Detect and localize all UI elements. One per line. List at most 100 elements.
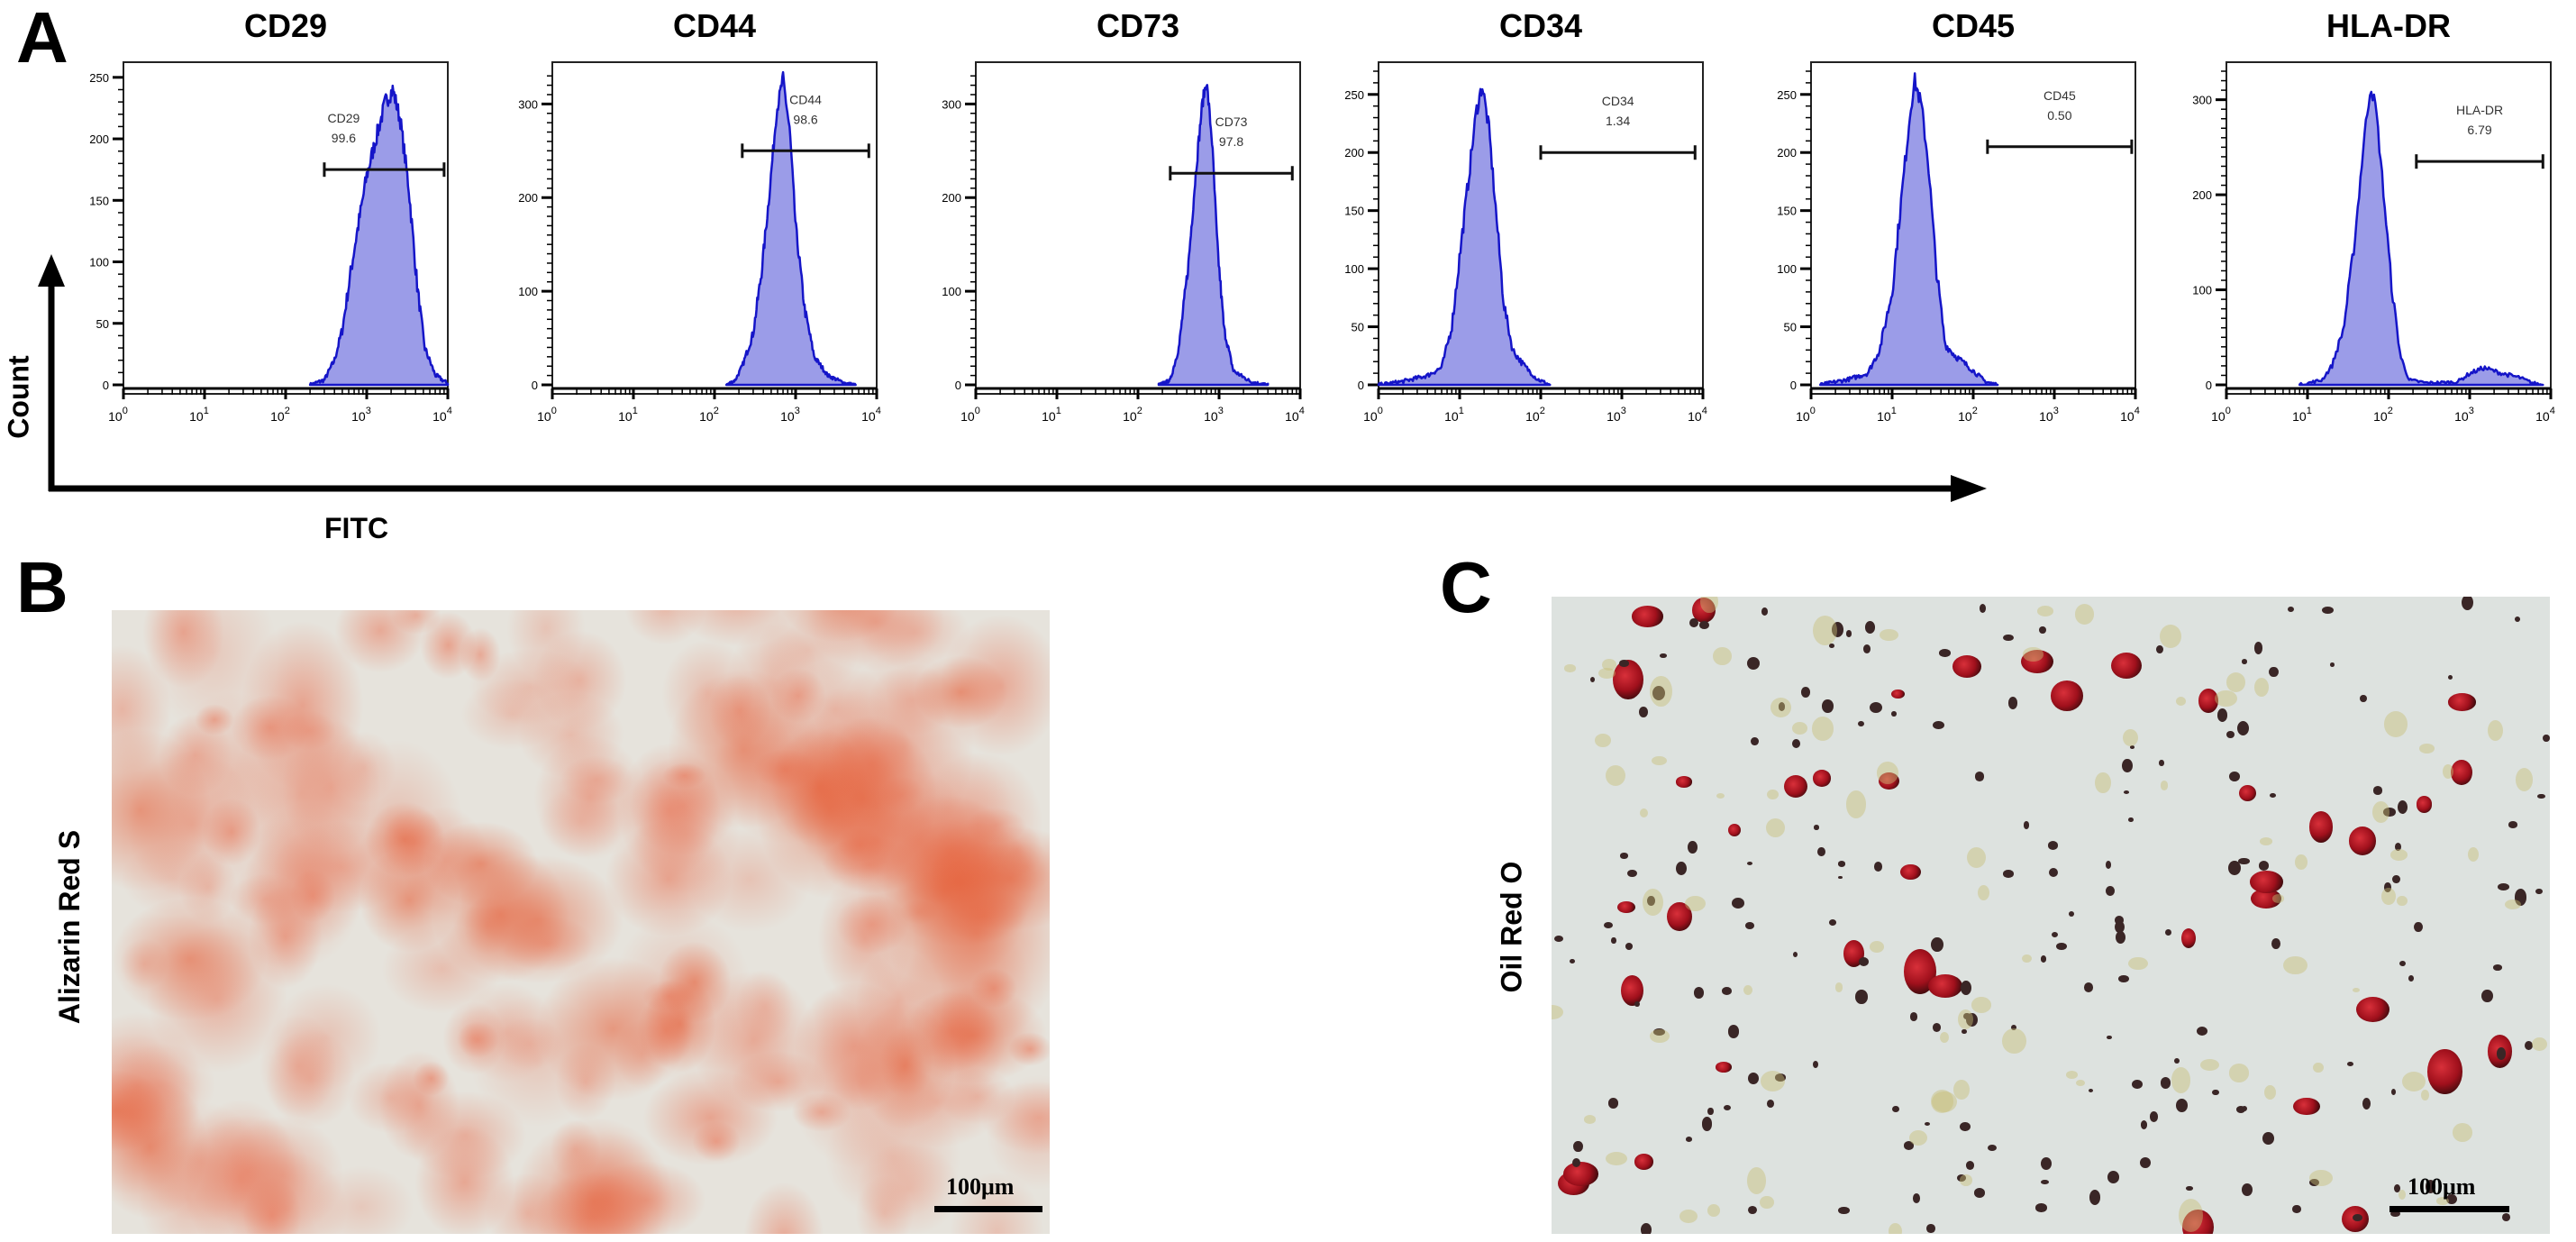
gate-marker[interactable]	[1169, 166, 1294, 181]
gate-marker[interactable]	[1539, 145, 1697, 160]
cell-outline	[1971, 997, 1991, 1014]
gate-percentage: 99.6	[332, 131, 356, 145]
cell-debris	[2390, 1210, 2400, 1217]
lipid-droplet	[1878, 772, 1899, 790]
gate-label: CD45	[2044, 88, 2076, 103]
x-tick-exponent: 1	[2307, 406, 2312, 416]
cell-outline	[2074, 603, 2095, 625]
cell-debris	[2140, 1156, 2151, 1168]
cell-debris	[2228, 861, 2241, 876]
cell-debris	[1627, 869, 1637, 877]
gate-label: CD29	[328, 111, 360, 125]
cell-debris	[2292, 1205, 2301, 1213]
cell-debris	[2502, 1212, 2511, 1221]
cell-debris	[2048, 841, 2059, 850]
cell-outline	[2401, 1072, 2426, 1092]
x-tick-exponent: 2	[2388, 406, 2393, 416]
calcium-deposit	[308, 1165, 415, 1234]
gate-marker[interactable]	[2415, 154, 2544, 169]
chart-title: CD45	[1931, 7, 2016, 44]
y-tick-label: 100	[942, 285, 961, 298]
cell-debris	[2445, 1193, 2458, 1205]
cell-debris	[1832, 621, 1843, 637]
y-tick-label: 0	[955, 379, 961, 392]
chart-title: CD73	[1096, 7, 1180, 44]
count-axis-arrowhead	[38, 254, 65, 287]
y-tick-label: 200	[2192, 188, 2212, 202]
cell-debris	[2525, 1040, 2534, 1051]
chart-title: CD44	[672, 7, 757, 44]
y-tick-label: 50	[1352, 321, 1364, 334]
cell-debris	[1638, 707, 1649, 717]
calcium-deposit	[442, 1001, 506, 1076]
cell-debris	[1800, 686, 1811, 698]
cell-outline	[2065, 1071, 2078, 1079]
cell-outline	[1712, 646, 1732, 666]
cell-debris	[1724, 1104, 1732, 1110]
x-tick-base: 10	[108, 409, 123, 424]
cell-debris	[1963, 1012, 1971, 1020]
lipid-droplet	[2198, 689, 2218, 713]
gate-marker[interactable]	[741, 143, 870, 159]
calcium-deposit	[241, 1176, 303, 1234]
cell-debris	[1962, 1028, 1967, 1034]
cell-outline	[1594, 734, 1611, 747]
scale-label-c: 100μm	[2408, 1174, 2476, 1200]
cell-debris	[2038, 626, 2046, 634]
cell-debris	[1698, 620, 1709, 629]
cell-outline	[1939, 1031, 1950, 1044]
cell-debris	[1634, 1000, 1641, 1008]
cell-outline	[1959, 1174, 1973, 1186]
cell-outline	[2160, 781, 2169, 790]
cell-outline	[1845, 790, 1867, 818]
cell-debris	[1727, 1024, 1740, 1038]
histogram-area	[724, 70, 857, 387]
cell-debris	[2023, 821, 2029, 829]
cell-debris	[2041, 1179, 2049, 1184]
cell-outline	[2468, 846, 2480, 862]
calcium-deposit	[855, 1174, 915, 1234]
cell-debris	[2461, 597, 2473, 611]
cell-outline	[2159, 625, 2181, 649]
cell-debris	[2114, 916, 2125, 926]
y-tick-label: 0	[1358, 379, 1364, 392]
cell-debris	[2481, 989, 2493, 1003]
cell-outline	[2215, 689, 2238, 708]
lipid-droplet	[2181, 1209, 2214, 1234]
lipid-droplet	[1632, 606, 1664, 627]
lipid-droplet	[2110, 652, 2143, 680]
x-tick-label: 102	[2373, 406, 2393, 424]
gate-label: CD34	[1602, 94, 1634, 108]
calcium-deposit	[289, 868, 335, 924]
calcium-deposit	[378, 1050, 460, 1162]
x-tick-label: 103	[351, 406, 371, 424]
cell-debris	[2048, 867, 2058, 877]
x-tick-label: 104	[1688, 406, 1707, 424]
cell-outline	[2228, 1064, 2250, 1082]
lipid-droplet	[2181, 927, 2197, 948]
cell-debris	[2236, 720, 2250, 735]
cell-outline	[2309, 1170, 2334, 1187]
cell-debris	[1607, 1098, 1619, 1109]
x-tick-exponent: 1	[1459, 406, 1464, 416]
x-tick-base: 10	[189, 409, 204, 424]
cell-outline	[1716, 792, 1725, 799]
lipid-droplet	[2427, 1049, 2462, 1094]
histogram-area	[2298, 90, 2544, 387]
scale-bar-b	[934, 1206, 1042, 1212]
y-tick-label: 0	[2206, 379, 2212, 392]
x-tick-label: 104	[2120, 406, 2140, 424]
gate-label: CD44	[789, 92, 822, 106]
cell-debris	[1572, 1157, 1581, 1167]
x-tick-exponent: 3	[795, 406, 800, 416]
x-tick-label: 101	[1877, 406, 1897, 424]
gate-marker[interactable]	[1986, 139, 2134, 154]
cell-debris	[2197, 1027, 2208, 1037]
x-tick-label: 101	[189, 406, 209, 424]
cell-debris	[1688, 840, 1698, 854]
cell-debris	[2383, 808, 2396, 817]
gate-marker[interactable]	[323, 162, 446, 178]
gate-label: CD73	[1215, 114, 1248, 129]
